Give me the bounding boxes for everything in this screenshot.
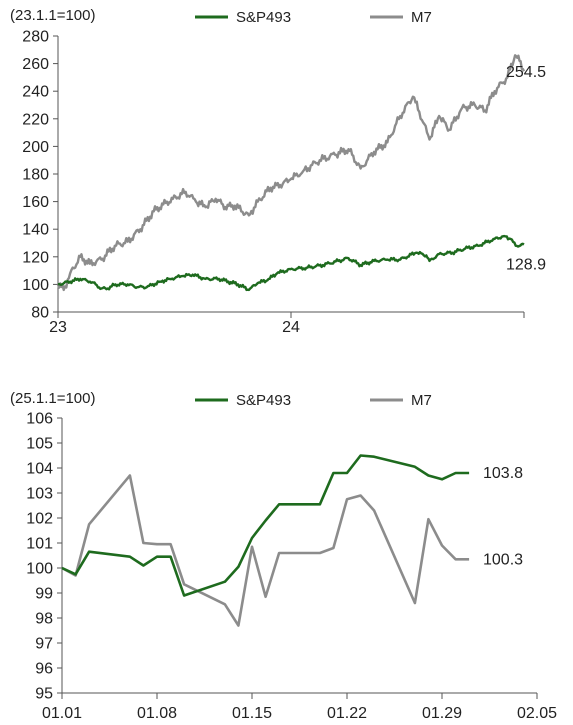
y-tick-label: 120 — [22, 249, 49, 266]
chart-2025-ytd: (25.1.1=100) S&P493 M7 95 96 97 98 99 100 101 102 1… — [10, 390, 557, 722]
x-tick-label: 02.05 — [517, 705, 557, 722]
series-line-sp493 — [57, 234, 525, 292]
end-label-m7: 254.5 — [506, 64, 546, 81]
chart-2023-2024: (23.1.1=100) S&P493 M7 80 100 120 140 160 180 200… — [10, 7, 546, 336]
y-tick-label: 180 — [22, 167, 49, 184]
legend-label-1: M7 — [411, 9, 432, 26]
y-tick-label: 220 — [22, 111, 49, 128]
y-tick-label: 98 — [35, 611, 53, 628]
legend-label-0: S&P493 — [236, 9, 291, 26]
y-tick-label: 100 — [26, 561, 53, 578]
y-tick-label: 102 — [26, 511, 53, 528]
y-tick-label: 96 — [35, 661, 53, 678]
y-tick-label: 140 — [22, 222, 49, 239]
y-tick-label: 105 — [26, 436, 53, 453]
y-tick-label: 103 — [26, 486, 53, 503]
x-tick-label: 01.08 — [137, 705, 177, 722]
y-tick-label: 106 — [26, 411, 53, 428]
y-tick-label: 160 — [22, 194, 49, 211]
end-label-sp493: 128.9 — [506, 257, 546, 274]
series-line-m7 — [61, 474, 470, 627]
y-tick-label: 280 — [22, 29, 49, 46]
series-line-m7 — [56, 54, 526, 292]
y-tick-label: 101 — [26, 536, 53, 553]
y-tick-label: 200 — [22, 139, 49, 156]
series-line-sp493 — [61, 454, 470, 597]
y-tick-label: 95 — [35, 686, 53, 703]
y-tick-label: 104 — [26, 461, 53, 478]
x-tick-label: 01.22 — [327, 705, 367, 722]
y-tick-label: 99 — [35, 586, 53, 603]
legend-label-0: S&P493 — [236, 392, 291, 409]
end-label-sp493: 103.8 — [483, 465, 523, 482]
index-label: (25.1.1=100) — [10, 390, 95, 407]
x-tick-label: 01.29 — [422, 705, 462, 722]
x-tick-label: 23 — [49, 319, 67, 336]
index-label: (23.1.1=100) — [10, 7, 95, 24]
y-tick-label: 240 — [22, 84, 49, 101]
y-tick-label: 100 — [22, 277, 49, 294]
y-tick-label: 260 — [22, 56, 49, 73]
y-tick-label: 80 — [31, 305, 49, 322]
x-tick-label: 24 — [282, 319, 300, 336]
end-label-m7: 100.3 — [483, 551, 523, 568]
legend-label-1: M7 — [411, 392, 432, 409]
y-tick-label: 97 — [35, 636, 53, 653]
x-tick-label: 01.15 — [232, 705, 272, 722]
x-tick-label: 01.01 — [42, 705, 82, 722]
